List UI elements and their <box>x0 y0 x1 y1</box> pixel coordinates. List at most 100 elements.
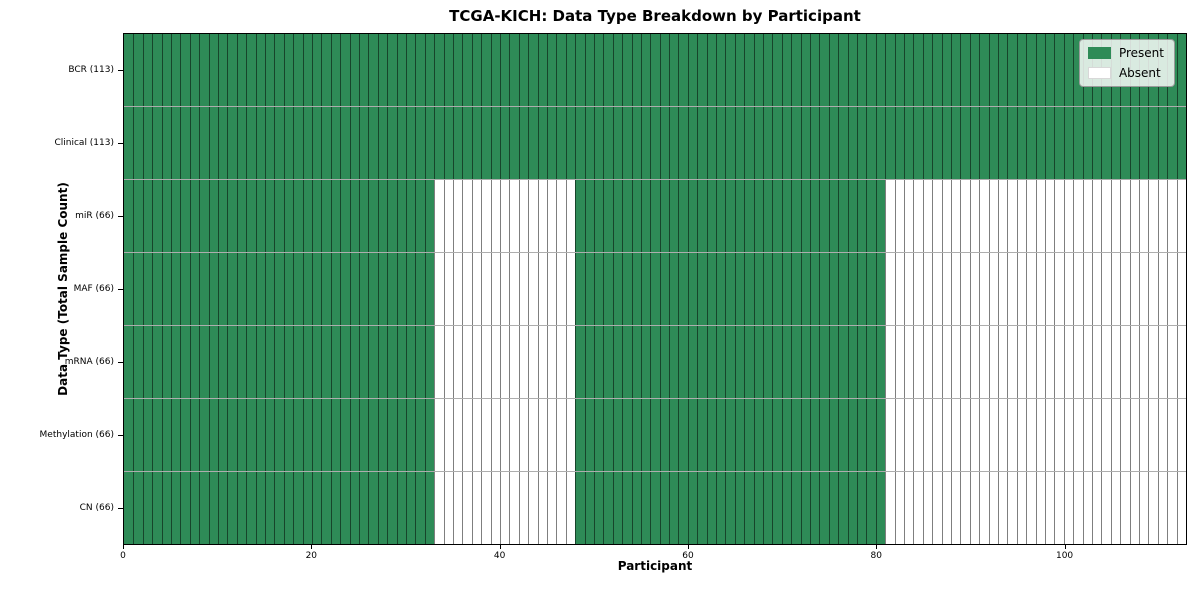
heatmap-cell <box>330 107 341 179</box>
heatmap-cell <box>791 472 801 544</box>
heatmap-cell <box>330 180 341 252</box>
heatmap-cell <box>443 399 453 471</box>
heatmap-cell <box>697 399 707 471</box>
heatmap-cell <box>528 253 538 325</box>
heatmap-cell <box>170 253 181 325</box>
x-tick-label: 80 <box>870 551 882 561</box>
heatmap-cell <box>180 399 190 471</box>
heatmap-cell <box>246 472 256 544</box>
heatmap-cell <box>913 472 923 544</box>
heatmap-cell <box>584 326 594 398</box>
heatmap-cell <box>565 34 576 106</box>
heatmap-cell <box>452 180 463 252</box>
heatmap-cell <box>951 180 961 252</box>
heatmap-cell <box>593 399 604 471</box>
heatmap-cell <box>264 180 275 252</box>
heatmap-cell <box>734 107 745 179</box>
heatmap-cell <box>659 180 670 252</box>
heatmap-cell <box>1148 326 1158 398</box>
heatmap-cell <box>537 34 547 106</box>
chart-title: TCGA-KICH: Data Type Breakdown by Partic… <box>449 7 861 25</box>
heatmap-cell <box>640 180 651 252</box>
heatmap-cell <box>1120 326 1130 398</box>
heatmap-cell <box>1176 472 1186 544</box>
heatmap-cell <box>283 399 294 471</box>
heatmap-cell <box>556 399 566 471</box>
heatmap-cell <box>763 180 773 252</box>
heatmap-cell <box>180 472 190 544</box>
heatmap-cell <box>499 399 510 471</box>
heatmap-cell <box>152 107 162 179</box>
heatmap-cell <box>415 326 425 398</box>
heatmap-cell <box>828 399 839 471</box>
heatmap-cell <box>349 472 359 544</box>
heatmap-cell <box>575 326 585 398</box>
heatmap-cell <box>424 107 435 179</box>
heatmap-cell <box>152 326 162 398</box>
heatmap-cell <box>1016 180 1027 252</box>
heatmap-cell <box>490 253 500 325</box>
heatmap-cell <box>631 107 641 179</box>
y-tick-label: Methylation (66) <box>39 430 114 441</box>
heatmap-cell <box>293 107 303 179</box>
heatmap-cell <box>1092 472 1102 544</box>
heatmap-cell <box>988 253 999 325</box>
heatmap-cell <box>1148 107 1158 179</box>
heatmap-cell <box>434 107 444 179</box>
heatmap-cell <box>311 326 322 398</box>
heatmap-cell <box>593 253 604 325</box>
heatmap-cell <box>631 34 641 106</box>
heatmap-cell <box>875 253 886 325</box>
heatmap-cell <box>875 34 886 106</box>
heatmap-cell <box>687 326 698 398</box>
heatmap-cell <box>969 472 980 544</box>
heatmap-cell <box>302 326 312 398</box>
heatmap-cell <box>1035 326 1046 398</box>
heatmap-cell <box>734 472 745 544</box>
heatmap-cell <box>1120 180 1130 252</box>
heatmap-cell <box>979 180 989 252</box>
heatmap-cell <box>133 34 143 106</box>
heatmap-cell <box>941 326 952 398</box>
heatmap-cell <box>161 399 171 471</box>
heatmap-cell <box>528 107 538 179</box>
heatmap-cell <box>170 326 181 398</box>
heatmap-cell <box>358 326 369 398</box>
heatmap-cell <box>1073 399 1083 471</box>
heatmap-cell <box>593 180 604 252</box>
heatmap-cell <box>1101 399 1111 471</box>
heatmap-cell <box>142 472 153 544</box>
heatmap-cell <box>866 326 876 398</box>
heatmap-cell <box>1167 326 1177 398</box>
heatmap-cell <box>622 253 632 325</box>
heatmap-cell <box>208 399 218 471</box>
heatmap-cell <box>528 472 538 544</box>
heatmap-cell <box>631 326 641 398</box>
heatmap-cell <box>669 326 679 398</box>
heatmap-cell <box>537 472 547 544</box>
heatmap-cell <box>998 399 1008 471</box>
heatmap-cell <box>1073 253 1083 325</box>
heatmap-cell <box>922 34 933 106</box>
heatmap-cell <box>443 180 453 252</box>
heatmap-cell <box>152 399 162 471</box>
heatmap-cell <box>1176 399 1186 471</box>
heatmap-cell <box>340 107 350 179</box>
heatmap-cell <box>556 326 566 398</box>
heatmap-cell <box>922 180 933 252</box>
heatmap-cell <box>1120 253 1130 325</box>
heatmap-cell <box>452 326 463 398</box>
heatmap-cell <box>1176 180 1186 252</box>
heatmap-cell <box>1035 34 1046 106</box>
heatmap-cell <box>838 253 848 325</box>
heatmap-cell <box>405 399 416 471</box>
heatmap-cell <box>979 107 989 179</box>
heatmap-cell <box>443 472 453 544</box>
heatmap-cell <box>1101 180 1111 252</box>
y-tick-mark <box>118 362 123 364</box>
heatmap-cell <box>1063 472 1074 544</box>
heatmap-cell <box>1073 472 1083 544</box>
heatmap-cell <box>800 399 811 471</box>
x-tick-mark <box>876 545 878 549</box>
